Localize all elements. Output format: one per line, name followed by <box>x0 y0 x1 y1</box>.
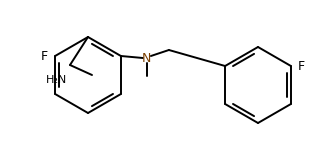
Text: F: F <box>41 49 48 63</box>
Text: N: N <box>142 51 152 65</box>
Text: H₂N: H₂N <box>46 75 67 85</box>
Text: F: F <box>298 59 305 73</box>
